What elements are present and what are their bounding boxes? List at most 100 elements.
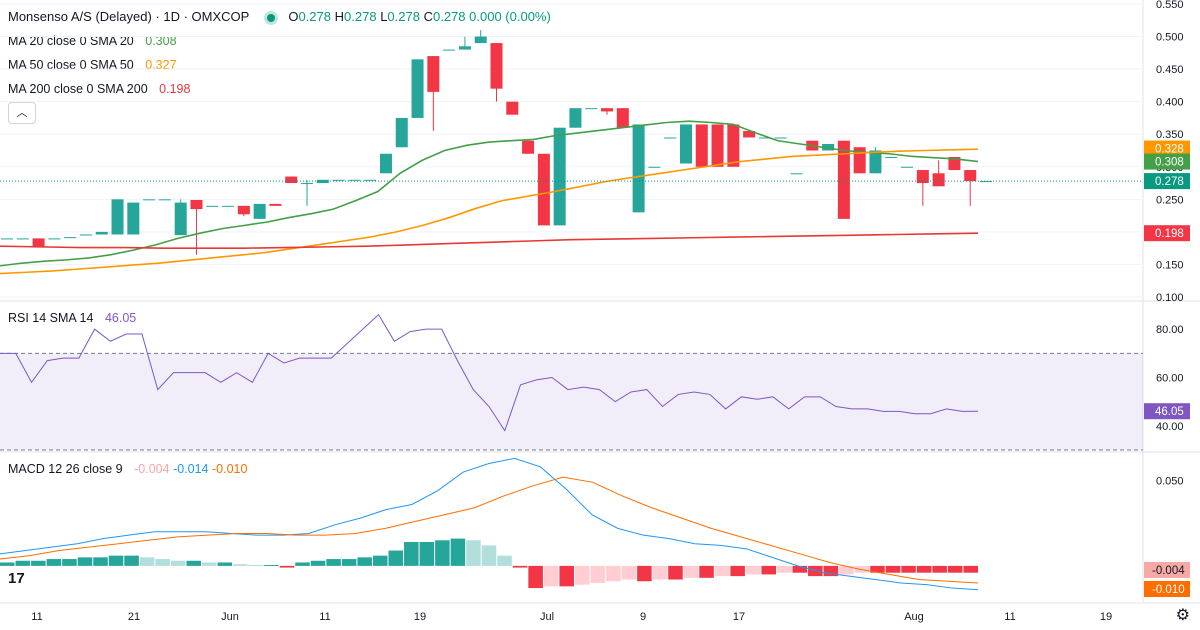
macd-hist-bar bbox=[295, 562, 310, 566]
ma20-legend[interactable]: MA 20 close 0 SMA 20 0.308 bbox=[8, 34, 177, 48]
gear-icon[interactable]: ⚙ bbox=[1175, 607, 1190, 624]
ma20-label: MA 20 close 0 SMA 20 bbox=[8, 34, 134, 48]
x-tick-label: Jul bbox=[540, 611, 554, 623]
candle-body bbox=[206, 205, 219, 207]
macd-hist-bar bbox=[574, 565, 590, 585]
macd-signal-value: -0.010 bbox=[212, 462, 248, 476]
rsi-price-label: 46.05 bbox=[1155, 406, 1184, 418]
macd-hist-bar bbox=[93, 557, 108, 566]
rsi-legend[interactable]: RSI 14 SMA 14 46.05 bbox=[8, 311, 136, 325]
ma50-legend[interactable]: MA 50 close 0 SMA 50 0.327 bbox=[8, 58, 177, 72]
candle-body bbox=[348, 179, 361, 181]
macd-price-label: -0.004 bbox=[1152, 565, 1185, 577]
chevron-up-icon: ︿ bbox=[16, 107, 28, 119]
macd-hist-bar bbox=[326, 559, 341, 566]
macd-hist-bar bbox=[528, 565, 543, 589]
rsi-tick-label: 40.00 bbox=[1156, 421, 1184, 433]
candle-body bbox=[127, 202, 140, 235]
macd-hist-bar bbox=[388, 550, 404, 566]
macd-hist-bar bbox=[885, 565, 901, 573]
y-tick-label: 0.500 bbox=[1156, 32, 1184, 44]
ma20-line bbox=[0, 120, 979, 267]
candle-body bbox=[490, 43, 503, 89]
candle-body bbox=[395, 117, 408, 148]
candle-body bbox=[837, 140, 850, 219]
macd-hist-bar bbox=[264, 565, 279, 567]
candle-body bbox=[79, 234, 92, 236]
candle-body bbox=[601, 108, 614, 112]
ohlc-open-label: O bbox=[288, 9, 299, 24]
x-tick-label: 17 bbox=[733, 611, 745, 623]
candle-body bbox=[32, 238, 45, 248]
macd-signal-line bbox=[0, 476, 979, 584]
candle-body bbox=[537, 153, 550, 226]
candle-body bbox=[332, 179, 345, 181]
y-tick-label: 0.100 bbox=[1156, 292, 1184, 304]
y-tick-label: 0.350 bbox=[1156, 129, 1184, 141]
ma200-line bbox=[0, 232, 979, 249]
y-tick-label: 0.150 bbox=[1156, 259, 1184, 271]
candle-body bbox=[443, 49, 456, 51]
macd-hist-bar bbox=[590, 565, 606, 583]
macd-hist-bar bbox=[357, 557, 372, 566]
tradingview-logo[interactable]: 17 bbox=[8, 570, 25, 587]
macd-hist-bar bbox=[668, 565, 683, 580]
ma200-legend[interactable]: MA 200 close 0 SMA 200 0.198 bbox=[8, 82, 190, 96]
macd-hist-bar bbox=[683, 565, 699, 578]
macd-hist-bar bbox=[947, 565, 963, 573]
candle-body bbox=[174, 202, 187, 236]
x-tick-label: Jun bbox=[221, 611, 239, 623]
rsi-tick-label: 60.00 bbox=[1156, 373, 1184, 385]
candle-body bbox=[616, 108, 629, 128]
candle-body bbox=[932, 173, 945, 187]
macd-hist-bar bbox=[419, 542, 435, 566]
macd-price-label-bg bbox=[1144, 562, 1190, 578]
market-status-icon bbox=[266, 13, 275, 22]
macd-hist-bar bbox=[248, 565, 264, 567]
macd-hist-bar bbox=[108, 555, 124, 566]
candle-body bbox=[522, 140, 535, 154]
candle-body bbox=[48, 238, 61, 240]
candle-body bbox=[679, 124, 692, 164]
macd-price-label-bg bbox=[1144, 581, 1190, 597]
candle-body bbox=[253, 203, 266, 219]
candle-body bbox=[743, 130, 756, 138]
ma50-line bbox=[0, 148, 979, 275]
macd-hist-bar bbox=[15, 560, 31, 566]
candle-body bbox=[64, 237, 77, 239]
price-label: 0.278 bbox=[1155, 176, 1184, 188]
x-tick-label: 9 bbox=[640, 611, 646, 623]
candle-body bbox=[916, 170, 929, 184]
macd-hist-bar bbox=[699, 565, 714, 578]
rsi-tick-label: 80.00 bbox=[1156, 324, 1184, 336]
symbol-title[interactable]: Monsenso A/S (Delayed) · 1D · OMXCOP bbox=[8, 9, 250, 24]
macd-hist-bar bbox=[170, 560, 186, 566]
macd-line-value: -0.014 bbox=[173, 462, 209, 476]
candle-body bbox=[269, 203, 282, 206]
macd-hist-bar bbox=[139, 557, 155, 566]
ma50-label: MA 50 close 0 SMA 50 bbox=[8, 58, 134, 72]
macd-hist-bar bbox=[404, 542, 419, 566]
ma50-value: 0.327 bbox=[145, 58, 177, 72]
candle-body bbox=[364, 179, 377, 181]
macd-hist-value: -0.004 bbox=[134, 462, 170, 476]
macd-hist-bar bbox=[46, 559, 62, 566]
candle-body bbox=[143, 199, 156, 201]
macd-hist-bar bbox=[62, 559, 77, 566]
collapse-legend-button[interactable]: ︿ bbox=[8, 102, 36, 124]
macd-hist-bar bbox=[124, 555, 139, 566]
ma200-value: 0.198 bbox=[159, 82, 191, 96]
macd-legend[interactable]: MACD 12 26 close 9 -0.004 -0.014 -0.010 bbox=[8, 462, 247, 476]
rsi-value: 46.05 bbox=[104, 311, 137, 325]
candle-body bbox=[237, 205, 250, 215]
macd-hist-bar bbox=[155, 559, 170, 566]
candle-body bbox=[111, 199, 124, 235]
x-tick-label: 11 bbox=[31, 611, 42, 623]
candle-body bbox=[711, 124, 724, 167]
price-label: 0.198 bbox=[1155, 228, 1184, 240]
rsi-price-label-bg bbox=[1144, 403, 1190, 420]
rsi-label: RSI 14 SMA 14 bbox=[8, 311, 94, 325]
macd-hist-bar bbox=[466, 540, 481, 566]
candle-body bbox=[427, 56, 440, 92]
